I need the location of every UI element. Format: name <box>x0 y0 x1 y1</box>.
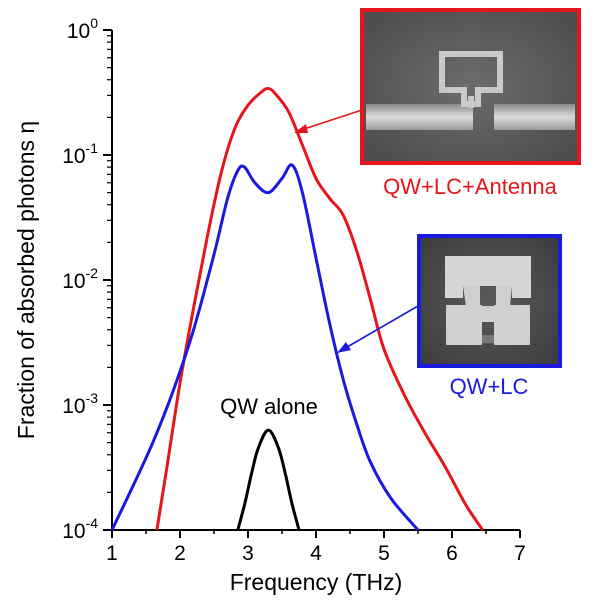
antenna-arrow <box>297 109 363 132</box>
x-tick-label: 1 <box>106 542 118 565</box>
y-tick-label: 10-1 <box>62 140 98 168</box>
ticks <box>103 29 521 538</box>
series-line-qw-lc <box>110 163 420 531</box>
series-line-qw-lc-antenna <box>155 87 484 531</box>
antenna-sem-image <box>360 8 581 165</box>
tick-labels: 1 2 3 4 5 6 7 100 10-1 10-2 10-3 10-4 <box>62 15 526 565</box>
x-tick-label: 4 <box>310 542 322 565</box>
lc-arrowhead <box>337 342 351 353</box>
annotation-qw-alone: QW alone <box>220 394 318 419</box>
x-tick-label: 7 <box>514 542 526 565</box>
antenna-arrowhead <box>294 124 308 133</box>
x-tick-label: 2 <box>174 542 186 565</box>
lc-arrow <box>341 305 419 351</box>
x-tick-label: 5 <box>378 542 390 565</box>
lc-sem-image <box>417 234 562 368</box>
series-layer <box>110 87 484 531</box>
y-tick-label: 10-3 <box>62 390 98 418</box>
x-tick-label: 3 <box>242 542 254 565</box>
y-tick-label: 100 <box>67 15 98 43</box>
x-axis-label: Frequency (THz) <box>230 569 403 595</box>
annotation-qw-lc: QW+LC <box>450 374 529 399</box>
y-tick-label: 10-4 <box>62 515 98 543</box>
x-tick-label: 6 <box>446 542 458 565</box>
y-tick-label: 10-2 <box>62 265 98 293</box>
y-axis-label: Fraction of absorbed photons η <box>13 121 39 439</box>
series-line-qw-alone <box>236 428 301 531</box>
annotation-qw-lc-antenna: QW+LC+Antenna <box>383 174 557 199</box>
